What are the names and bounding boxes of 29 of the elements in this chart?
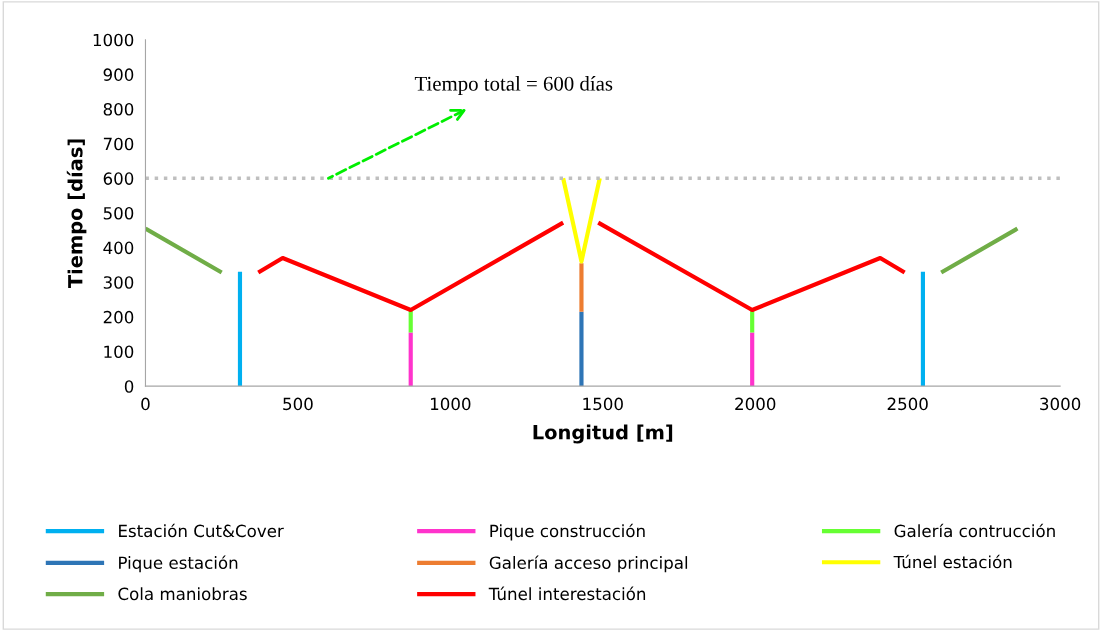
- x-tick-label: 1000: [430, 397, 471, 411]
- legend-label: Pique construcción: [490, 523, 645, 541]
- x-axis-title: Longitud [m]: [533, 424, 673, 444]
- y-tick-label: 700: [103, 137, 134, 151]
- legend-label: Galería contrucción: [894, 523, 1055, 538]
- legend-label: Cola maniobras: [118, 587, 247, 601]
- legend-label: Pique estación: [119, 555, 238, 573]
- y-tick-label: 800: [103, 103, 134, 116]
- x-tick-label: 500: [283, 397, 313, 411]
- y-axis-title: Tiempo [días]: [66, 139, 87, 289]
- y-tick-label: 600: [103, 172, 134, 185]
- y-tick-label: 1000: [93, 33, 134, 47]
- annotation: Tiempo total = 600 días: [414, 76, 613, 95]
- legend-label: Estación Cut&Cover: [119, 523, 284, 538]
- x-tick-label: 2000: [735, 397, 776, 411]
- y-tick-label: 100: [104, 345, 134, 359]
- x-tick-label: 1500: [583, 397, 623, 411]
- y-tick-label: 0: [124, 380, 134, 393]
- x-tick-label: 3000: [1040, 397, 1081, 411]
- y-tick-label: 300: [103, 276, 134, 289]
- x-tick-label: 0: [141, 397, 150, 411]
- y-tick-label: 900: [103, 68, 134, 81]
- y-tick-label: 500: [103, 206, 134, 220]
- legend-label: Túnel interestación: [488, 586, 646, 601]
- y-tick-label: 200: [103, 310, 134, 324]
- x-tick-label: 2500: [887, 397, 928, 411]
- legend-label: Galería acceso principal: [489, 555, 688, 573]
- y-tick-label: 400: [103, 241, 134, 255]
- legend-label: Túnel estación: [893, 554, 1012, 569]
